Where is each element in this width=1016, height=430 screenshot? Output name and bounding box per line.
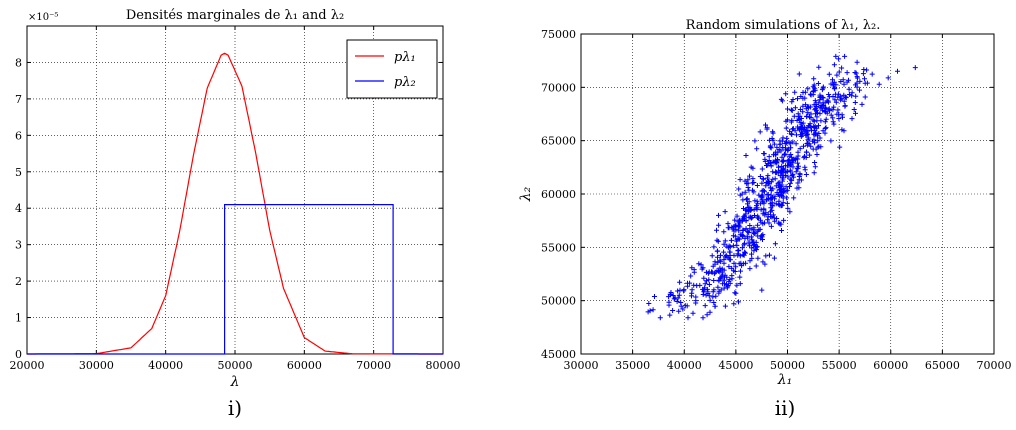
y-tick-label: 8 xyxy=(15,56,22,69)
x-tick-label: 30000 xyxy=(79,359,114,372)
x-tick-label: 35000 xyxy=(615,359,650,372)
y-tick-label: 3 xyxy=(15,239,22,252)
panel-ii-title: Random simulations of λ₁, λ₂. xyxy=(686,18,881,33)
y-tick-label: 70000 xyxy=(541,81,576,94)
panel-i-label: i) xyxy=(228,396,242,420)
y-tick-label: 5 xyxy=(15,166,22,179)
series-line-2 xyxy=(27,204,443,355)
y-tick-label: 55000 xyxy=(541,241,576,254)
y-tick-label: 6 xyxy=(15,129,22,142)
scatter-markers xyxy=(645,53,918,321)
y-tick-label: 60000 xyxy=(541,188,576,201)
x-tick-label: 60000 xyxy=(873,359,908,372)
y-tick-label: 50000 xyxy=(541,295,576,308)
x-tick-label: 45000 xyxy=(718,359,753,372)
y-tick-label: 7 xyxy=(15,93,22,106)
panel-ii-plot: 30000 35000 40000 45000 50000 55000 60000 65000… xyxy=(518,18,1012,420)
panel-i-plot: 20000 30000 40000 50000 60000 70000 80000 0 1 2 3 4… xyxy=(10,8,461,420)
legend-label-2: pλ₂ xyxy=(394,75,416,90)
x-tick-label: 65000 xyxy=(925,359,960,372)
x-tick-label: 80000 xyxy=(426,359,461,372)
x-tick-label: 50000 xyxy=(770,359,805,372)
y-tick-label: 45000 xyxy=(541,348,576,361)
x-tick-label: 30000 xyxy=(564,359,599,372)
x-tick-label: 60000 xyxy=(287,359,322,372)
y-tick-label: 4 xyxy=(15,202,22,215)
panel-i-y-multiplier: ×10⁻⁵ xyxy=(28,12,58,23)
y-tick-label: 65000 xyxy=(541,135,576,148)
panel-ii-label: ii) xyxy=(775,396,796,420)
x-tick-label: 70000 xyxy=(977,359,1012,372)
x-tick-label: 55000 xyxy=(822,359,857,372)
x-tick-label: 40000 xyxy=(148,359,183,372)
legend-label-1: pλ₁ xyxy=(394,50,416,65)
y-tick-label: 2 xyxy=(15,275,22,288)
x-tick-label: 20000 xyxy=(10,359,45,372)
legend-box xyxy=(346,39,438,99)
panel-ii-ylabel: λ₂ xyxy=(518,186,534,202)
y-tick-label: 75000 xyxy=(541,28,576,41)
panel-i-xlabel: λ xyxy=(230,374,240,390)
x-tick-label: 40000 xyxy=(667,359,702,372)
y-tick-label: 0 xyxy=(15,348,22,361)
x-tick-label: 50000 xyxy=(218,359,253,372)
x-tick-label: 70000 xyxy=(356,359,391,372)
panel-i-title: Densités marginales de λ₁ and λ₂ xyxy=(126,8,344,23)
panel-i-legend: pλ₁ pλ₂ xyxy=(346,39,438,99)
y-tick-label: 1 xyxy=(15,312,22,325)
scatter-points xyxy=(645,53,918,321)
panel-ii-xlabel: λ₁ xyxy=(777,372,793,388)
